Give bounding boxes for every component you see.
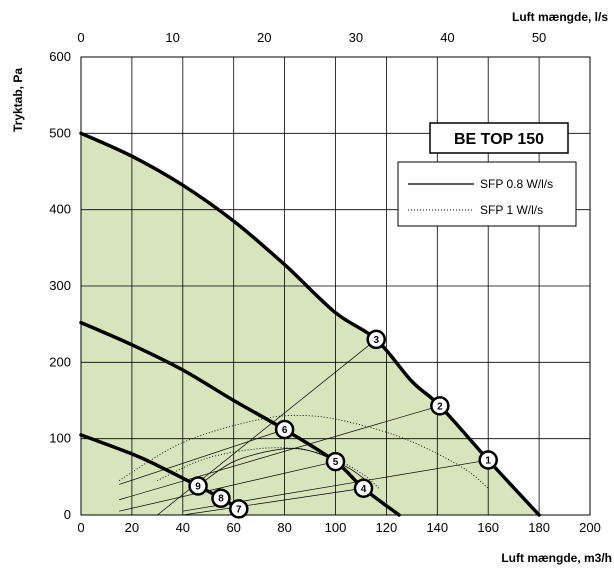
x-tick-label: 80 xyxy=(277,520,291,535)
x-tick-label: 200 xyxy=(579,520,601,535)
operating-point-8: 8 xyxy=(211,488,231,508)
operating-point-label: 2 xyxy=(437,401,443,412)
system-line-5 xyxy=(119,461,336,512)
system-line-6 xyxy=(182,487,364,516)
bottom-axis-title: Luft mængde, m3/h xyxy=(501,551,612,565)
x-tick-label: 0 xyxy=(77,520,84,535)
y-tick-label: 500 xyxy=(49,125,71,140)
x2-tick-label: 10 xyxy=(165,30,179,45)
x-tick-label: 40 xyxy=(176,520,190,535)
x2-tick-label: 0 xyxy=(77,30,84,45)
operating-point-markers: 1 2 3 4 5 6 7 8 9 xyxy=(188,329,498,519)
operating-point-label: 5 xyxy=(333,457,339,468)
y-axis-title: Tryktab, Pa xyxy=(11,68,25,132)
operating-point-label: 8 xyxy=(218,494,224,505)
operating-area-fill xyxy=(81,133,540,516)
legend-frame xyxy=(397,161,577,227)
operating-point-5: 5 xyxy=(325,451,346,472)
operating-point-label: 6 xyxy=(282,425,288,436)
title-box-frame xyxy=(429,122,569,154)
operating-point-circle xyxy=(274,419,295,440)
y-tick-label: 0 xyxy=(64,507,71,522)
operating-point-circle xyxy=(229,499,249,519)
operating-point-4: 4 xyxy=(353,478,374,499)
x2-tick-label: 50 xyxy=(532,30,546,45)
operating-point-3: 3 xyxy=(366,329,386,350)
operating-point-circle xyxy=(211,488,231,508)
x2-tick-label: 30 xyxy=(349,30,363,45)
operating-point-circle xyxy=(478,450,498,470)
sfp-curve-1 xyxy=(197,447,372,487)
y-tick-label: 600 xyxy=(49,49,71,64)
operating-point-circle xyxy=(188,476,208,496)
sfp-curve-3 xyxy=(157,447,380,489)
operating-point-circle xyxy=(430,396,450,416)
operating-point-7: 7 xyxy=(229,499,249,519)
title-box: BE TOP 150 xyxy=(429,122,569,154)
operating-point-9: 9 xyxy=(188,476,208,496)
x2-tick-label: 40 xyxy=(440,30,454,45)
x2-tick-label: 20 xyxy=(257,30,271,45)
operating-point-label: 7 xyxy=(236,504,242,515)
x-tick-label: 160 xyxy=(477,520,499,535)
x-tick-label: 20 xyxy=(125,520,139,535)
y-tick-label: 300 xyxy=(49,278,71,293)
system-line-2 xyxy=(119,405,440,501)
operating-point-2: 2 xyxy=(430,396,450,416)
system-line-4 xyxy=(119,429,285,485)
operating-point-circle xyxy=(353,478,374,499)
operating-point-circle xyxy=(325,451,346,472)
legend-label-sfp-08: SFP 0.8 W/l/s xyxy=(480,177,553,191)
chart-title: BE TOP 150 xyxy=(454,131,544,148)
x-tick-label: 60 xyxy=(226,520,240,535)
fan-curve-high xyxy=(79,131,541,517)
x-tick-label: 140 xyxy=(426,520,448,535)
operating-point-6: 6 xyxy=(274,419,295,440)
y-tick-label: 400 xyxy=(49,202,71,217)
top-axis-title: Luft mængde, l/s xyxy=(512,10,608,24)
legend: SFP 0.8 W/l/s SFP 1 W/l/s xyxy=(397,161,577,227)
x-tick-label: 100 xyxy=(325,520,347,535)
operating-point-label: 4 xyxy=(361,484,367,495)
plot-frame xyxy=(80,56,591,516)
operating-point-label: 3 xyxy=(373,335,379,346)
legend-label-sfp-1: SFP 1 W/l/s xyxy=(480,203,543,217)
x-tick-label: 120 xyxy=(376,520,398,535)
x-tick-label: 180 xyxy=(528,520,550,535)
system-and-sfp-lines xyxy=(118,339,489,516)
operating-point-label: 9 xyxy=(195,481,201,492)
y-tick-label: 100 xyxy=(49,431,71,446)
operating-area xyxy=(81,133,540,516)
operating-point-circle xyxy=(366,329,386,350)
operating-point-1: 1 xyxy=(478,450,498,470)
operating-point-label: 1 xyxy=(485,456,491,467)
y-tick-label: 200 xyxy=(49,354,71,369)
